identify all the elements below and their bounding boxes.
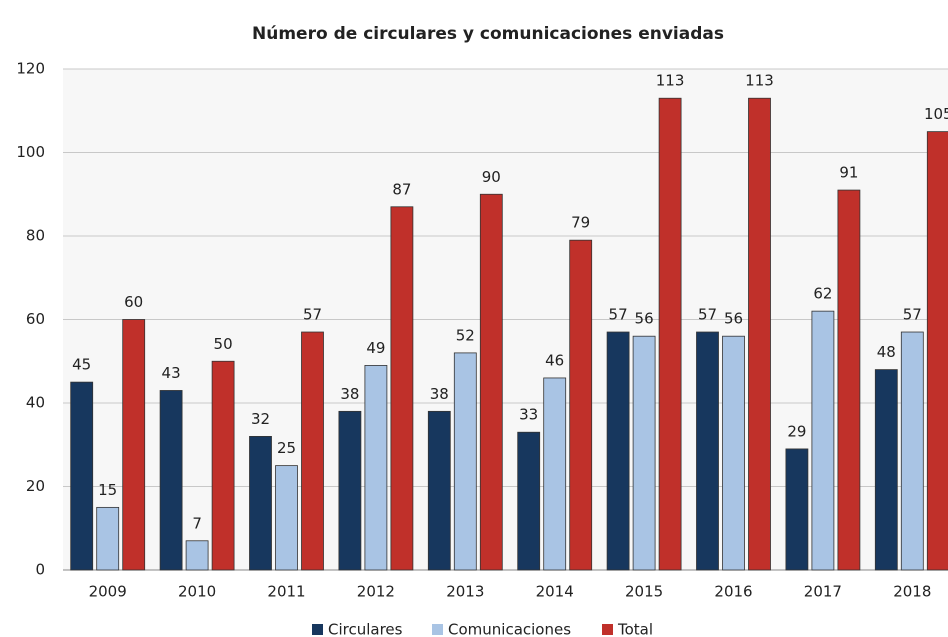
data-label: 56 — [724, 310, 743, 328]
chart-title: Número de circulares y comunicaciones en… — [252, 24, 724, 44]
data-label: 79 — [571, 214, 590, 232]
legend-label: Comunicaciones — [448, 621, 571, 637]
bar — [275, 465, 298, 571]
data-label: 113 — [656, 72, 685, 90]
data-label: 87 — [392, 180, 411, 198]
data-label: 49 — [366, 339, 385, 357]
data-label: 52 — [456, 326, 475, 344]
data-label: 38 — [340, 385, 359, 403]
y-tick-label: 120 — [16, 60, 45, 78]
data-label: 43 — [162, 364, 181, 382]
bar — [606, 331, 630, 571]
data-label: 7 — [192, 514, 202, 532]
bar — [900, 331, 924, 571]
data-label: 48 — [877, 343, 896, 361]
data-label: 25 — [277, 439, 296, 457]
data-label: 57 — [903, 306, 922, 324]
bar — [785, 448, 809, 571]
y-tick-label: 20 — [26, 477, 45, 495]
legend-label: Circulares — [328, 621, 403, 637]
y-tick-label: 100 — [16, 143, 45, 161]
data-label: 57 — [698, 306, 717, 324]
bar — [569, 239, 593, 571]
x-tick-label: 2016 — [714, 583, 752, 601]
data-label: 46 — [545, 351, 564, 369]
data-label: 56 — [635, 310, 654, 328]
data-label: 90 — [482, 168, 501, 186]
y-tick-label: 60 — [26, 310, 45, 328]
y-tick-label: 40 — [26, 394, 45, 412]
bar — [811, 310, 835, 571]
y-tick-label: 0 — [35, 561, 45, 579]
bar — [453, 352, 477, 571]
data-label: 15 — [98, 481, 117, 499]
data-label: 62 — [813, 285, 832, 303]
bar — [722, 335, 745, 571]
x-tick-label: 2009 — [89, 583, 127, 601]
bar — [70, 381, 94, 571]
legend-swatch — [432, 624, 443, 635]
data-label: 32 — [251, 410, 270, 428]
bar — [122, 319, 146, 571]
x-tick-label: 2011 — [267, 583, 305, 601]
legend-label: Total — [617, 621, 653, 637]
data-label: 33 — [519, 406, 538, 424]
bar — [926, 131, 948, 571]
data-label: 60 — [124, 293, 143, 311]
data-label: 91 — [839, 164, 858, 182]
bar — [696, 331, 719, 571]
data-label: 57 — [609, 306, 628, 324]
data-label: 29 — [787, 422, 806, 440]
x-tick-label: 2012 — [357, 583, 395, 601]
x-tick-label: 2010 — [178, 583, 216, 601]
data-label: 57 — [303, 306, 322, 324]
bar — [479, 193, 503, 571]
y-tick-label: 80 — [26, 227, 45, 245]
bar — [364, 365, 388, 571]
bar — [390, 206, 414, 571]
x-tick-label: 2014 — [536, 583, 574, 601]
bar — [96, 506, 120, 571]
bar — [211, 360, 235, 571]
data-label: 38 — [430, 385, 449, 403]
bar — [748, 97, 771, 571]
bar — [301, 331, 324, 571]
x-tick-label: 2017 — [804, 583, 842, 601]
bar — [837, 189, 861, 571]
data-label: 45 — [72, 356, 91, 374]
bar — [658, 97, 682, 571]
bar — [427, 410, 451, 571]
legend-swatch — [602, 624, 613, 635]
bar — [632, 335, 656, 571]
data-label: 105 — [924, 105, 948, 123]
data-label: 50 — [214, 335, 233, 353]
bar — [543, 377, 567, 571]
x-tick-label: 2015 — [625, 583, 663, 601]
bar — [517, 431, 541, 571]
bar — [874, 369, 898, 571]
data-label: 113 — [745, 72, 774, 90]
bar — [159, 390, 183, 571]
x-tick-label: 2013 — [446, 583, 484, 601]
bar — [338, 410, 362, 571]
legend-swatch — [312, 624, 323, 635]
bar — [185, 540, 209, 571]
bar — [249, 435, 272, 571]
x-tick-label: 2018 — [893, 583, 931, 601]
